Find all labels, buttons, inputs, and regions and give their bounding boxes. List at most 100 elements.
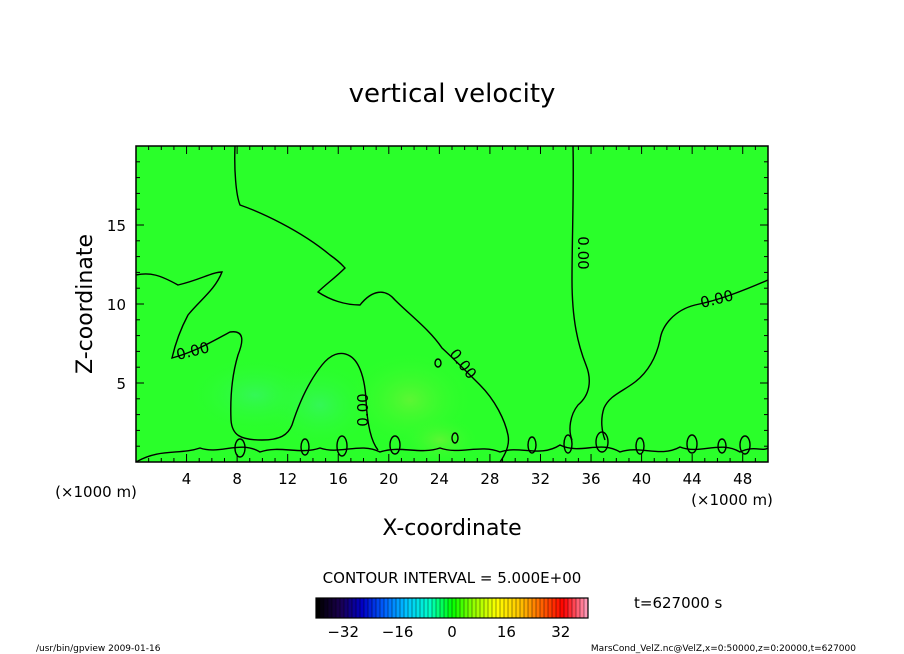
- x-tick-label: 12: [278, 470, 297, 488]
- colorbar-cell: [407, 597, 413, 619]
- colorbar-cell: [571, 597, 577, 619]
- contour-line: [136, 444, 768, 462]
- colorbar-cell: [379, 597, 385, 619]
- colorbar-frame: [315, 597, 589, 619]
- colorbar-cell: [323, 597, 329, 619]
- y-axis-label: Z-coordinate: [73, 234, 98, 374]
- footer-left: /usr/bin/gpview 2009-01-16: [36, 644, 161, 654]
- colorbar-cell: [539, 597, 545, 619]
- colorbar-cell: [351, 597, 357, 619]
- colorbar-cell: [559, 597, 565, 619]
- colorbar-cell: [359, 597, 365, 619]
- colorbar-cell: [447, 597, 453, 619]
- colorbar: [315, 597, 589, 619]
- colorbar-cell: [319, 597, 325, 619]
- contour-line: [234, 146, 510, 462]
- colorbar-cell: [431, 597, 437, 619]
- colorbar-ticks: −32 −16 0 16 32: [327, 623, 570, 641]
- colorbar-cell: [443, 597, 449, 619]
- colorbar-cell: [507, 597, 513, 619]
- colorbar-cell: [519, 597, 525, 619]
- colorbar-cell: [331, 597, 337, 619]
- x-unit-label-right: (×1000 m): [691, 491, 773, 509]
- colorbar-cell: [463, 597, 469, 619]
- x-tick-label: 44: [683, 470, 702, 488]
- colorbar-cell: [579, 597, 585, 619]
- colorbar-cell: [495, 597, 501, 619]
- colorbar-cell: [439, 597, 445, 619]
- colorbar-cell: [451, 597, 457, 619]
- colorbar-cell: [371, 597, 377, 619]
- colorbar-cell: [467, 597, 473, 619]
- x-tick-label: 40: [632, 470, 651, 488]
- colorbar-cell: [363, 597, 369, 619]
- colorbar-cell: [399, 597, 405, 619]
- contour-interval: CONTOUR INTERVAL = 5.000E+00: [323, 569, 582, 587]
- colorbar-cell: [575, 597, 581, 619]
- colorbar-tick-label: 32: [551, 623, 570, 641]
- contour-line: [601, 279, 768, 441]
- colorbar-cell: [475, 597, 481, 619]
- colorbar-cell: [347, 597, 353, 619]
- x-tick-label: 28: [480, 470, 499, 488]
- x-unit-label-left: (×1000 m): [55, 483, 137, 501]
- y-tick-label: 5: [116, 375, 126, 393]
- y-tick-label: 15: [107, 217, 126, 235]
- colorbar-cell: [515, 597, 521, 619]
- colorbar-cell: [391, 597, 397, 619]
- colorbar-cell: [423, 597, 429, 619]
- colorbar-cell: [395, 597, 401, 619]
- colorbar-cell: [535, 597, 541, 619]
- y-axis: 5 10 15: [107, 161, 768, 447]
- colorbar-cell: [503, 597, 509, 619]
- colorbar-cell: [435, 597, 441, 619]
- colorbar-cell: [343, 597, 349, 619]
- contour-label: 0.00: [354, 393, 372, 426]
- colorbar-cell: [547, 597, 553, 619]
- heatmap-shading: [185, 350, 480, 462]
- colorbar-cell: [487, 597, 493, 619]
- plot-area: [135, 145, 769, 463]
- colorbar-cell: [403, 597, 409, 619]
- colorbar-cell: [543, 597, 549, 619]
- colorbar-cell: [355, 597, 361, 619]
- colorbar-cell: [339, 597, 345, 619]
- contour-label: 0.00: [574, 236, 592, 269]
- colorbar-tick-label: −16: [382, 623, 414, 641]
- x-tick-label: 4: [182, 470, 192, 488]
- colorbar-cell: [523, 597, 529, 619]
- colorbar-tick-label: −32: [327, 623, 359, 641]
- time-label: t=627000 s: [634, 594, 722, 612]
- x-tick-label: 24: [430, 470, 449, 488]
- colorbar-cell: [427, 597, 433, 619]
- colorbar-cell: [335, 597, 341, 619]
- colorbar-tick-label: 16: [497, 623, 516, 641]
- colorbar-cell: [315, 597, 321, 619]
- x-tick-label: 32: [531, 470, 550, 488]
- x-tick-label: 8: [232, 470, 242, 488]
- colorbar-cell: [567, 597, 573, 619]
- colorbar-cell: [375, 597, 381, 619]
- colorbar-cell: [367, 597, 373, 619]
- contour-lines: [136, 146, 768, 462]
- footer-right: MarsCond_VelZ.nc@VelZ,x=0:50000,z=0:2000…: [591, 644, 856, 654]
- colorbar-cell: [479, 597, 485, 619]
- colorbar-cell: [411, 597, 417, 619]
- colorbar-cell: [471, 597, 477, 619]
- colorbar-cell: [383, 597, 389, 619]
- colorbar-cell: [563, 597, 569, 619]
- colorbar-cell: [415, 597, 421, 619]
- colorbar-cell: [551, 597, 557, 619]
- colorbar-tick-label: 0: [447, 623, 457, 641]
- x-axis-label: X-coordinate: [382, 516, 521, 541]
- colorbar-cell: [527, 597, 533, 619]
- x-tick-label: 20: [379, 470, 398, 488]
- colorbar-cell: [491, 597, 497, 619]
- x-tick-label: 36: [581, 470, 600, 488]
- y-tick-label: 10: [107, 296, 126, 314]
- x-tick-label: 16: [329, 470, 348, 488]
- colorbar-cell: [387, 597, 393, 619]
- colorbar-cell: [555, 597, 561, 619]
- colorbar-cell: [531, 597, 537, 619]
